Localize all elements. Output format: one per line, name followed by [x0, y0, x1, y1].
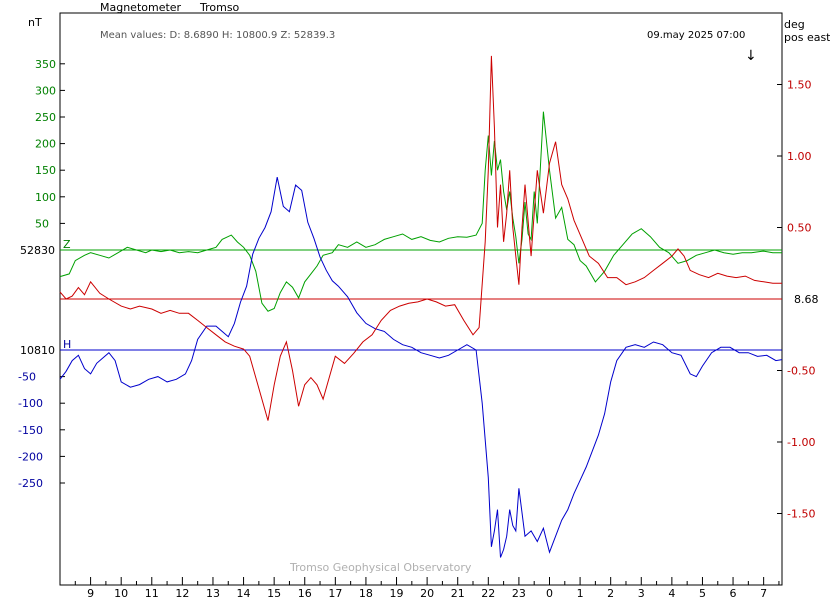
- x-tick-label: 20: [420, 587, 434, 600]
- h-axis-ticks: -50 -100 -150 -200 -250: [18, 371, 65, 490]
- z-tick-label: 250: [35, 111, 56, 124]
- h-tick-label: -100: [18, 397, 43, 410]
- h-baseline-label: 10810: [20, 344, 55, 357]
- x-tick-label: 17: [328, 587, 342, 600]
- series-lines: [59, 55, 783, 558]
- x-tick-label: 18: [359, 587, 373, 600]
- d-tick-label: -1.00: [787, 436, 815, 449]
- timestamp: 09.may 2025 07:00: [647, 30, 745, 41]
- z-tick-label: 100: [35, 191, 56, 204]
- x-tick-label: 9: [87, 587, 94, 600]
- x-axis-ticks: 9 10 11 12 13 14 15 16 17 18 19 20 21 22 23 0 1 2 3 4 5 6 7: [74, 577, 780, 600]
- x-tick-label: 22: [481, 587, 495, 600]
- x-tick-label: 21: [451, 587, 465, 600]
- series-h-line: [59, 176, 783, 558]
- observatory-footer: Tromso Geophysical Observatory: [289, 561, 472, 574]
- x-tick-label: 10: [114, 587, 128, 600]
- x-tick-label: 4: [668, 587, 675, 600]
- h-tick-label: -200: [18, 450, 43, 463]
- h-tick-label: -250: [18, 477, 43, 490]
- chart-title: Magnetometer: [100, 1, 182, 14]
- series-d-line: [59, 55, 782, 421]
- x-tick-label: 11: [145, 587, 159, 600]
- d-tick-label: 0.50: [787, 222, 812, 235]
- x-tick-label: 23: [512, 587, 526, 600]
- x-tick-label: 5: [699, 587, 706, 600]
- d-tick-label: -1.50: [787, 508, 815, 521]
- x-tick-label: 15: [267, 587, 281, 600]
- d-baseline-label: 8.68: [794, 293, 819, 306]
- left-unit-label: nT: [28, 16, 42, 29]
- right-unit-label-pos-east: pos east: [784, 31, 830, 44]
- x-tick-label: 3: [638, 587, 645, 600]
- z-tick-label: 150: [35, 164, 56, 177]
- right-unit-label-deg: deg: [784, 18, 805, 31]
- x-tick-label: 1: [577, 587, 584, 600]
- x-tick-label: 2: [607, 587, 614, 600]
- h-tick-label: -50: [18, 371, 36, 384]
- x-tick-label: 0: [546, 587, 553, 600]
- series-z-line: [59, 111, 782, 312]
- x-tick-label: 14: [237, 587, 251, 600]
- x-tick-label: 19: [390, 587, 404, 600]
- d-axis-ticks: 1.50 1.00 0.50 -0.50 -1.00 -1.50: [777, 79, 815, 521]
- z-baseline-label: 52830: [20, 244, 55, 257]
- h-tick-label: -150: [18, 424, 43, 437]
- d-tick-label: 1.50: [787, 79, 812, 92]
- z-tick-label: 300: [35, 84, 56, 97]
- z-axis-ticks: 350 300 250 200 150 100 50: [35, 58, 65, 230]
- x-tick-label: 13: [206, 587, 220, 600]
- z-baseline-letter: Z: [63, 238, 71, 251]
- x-tick-label: 6: [730, 587, 737, 600]
- x-tick-label: 12: [175, 587, 189, 600]
- d-tick-label: 1.00: [787, 150, 812, 163]
- h-baseline-letter: H: [63, 338, 71, 351]
- x-tick-label: 16: [298, 587, 312, 600]
- mean-values: Mean values: D: 8.6890 H: 10800.9 Z: 528…: [100, 30, 335, 41]
- d-tick-label: -0.50: [787, 365, 815, 378]
- station-name: Tromso: [199, 1, 240, 14]
- x-tick-label: 7: [760, 587, 767, 600]
- z-tick-label: 50: [35, 217, 49, 230]
- z-tick-label: 350: [35, 58, 56, 71]
- time-arrow-icon: ↓: [745, 48, 757, 64]
- z-tick-label: 200: [35, 138, 56, 151]
